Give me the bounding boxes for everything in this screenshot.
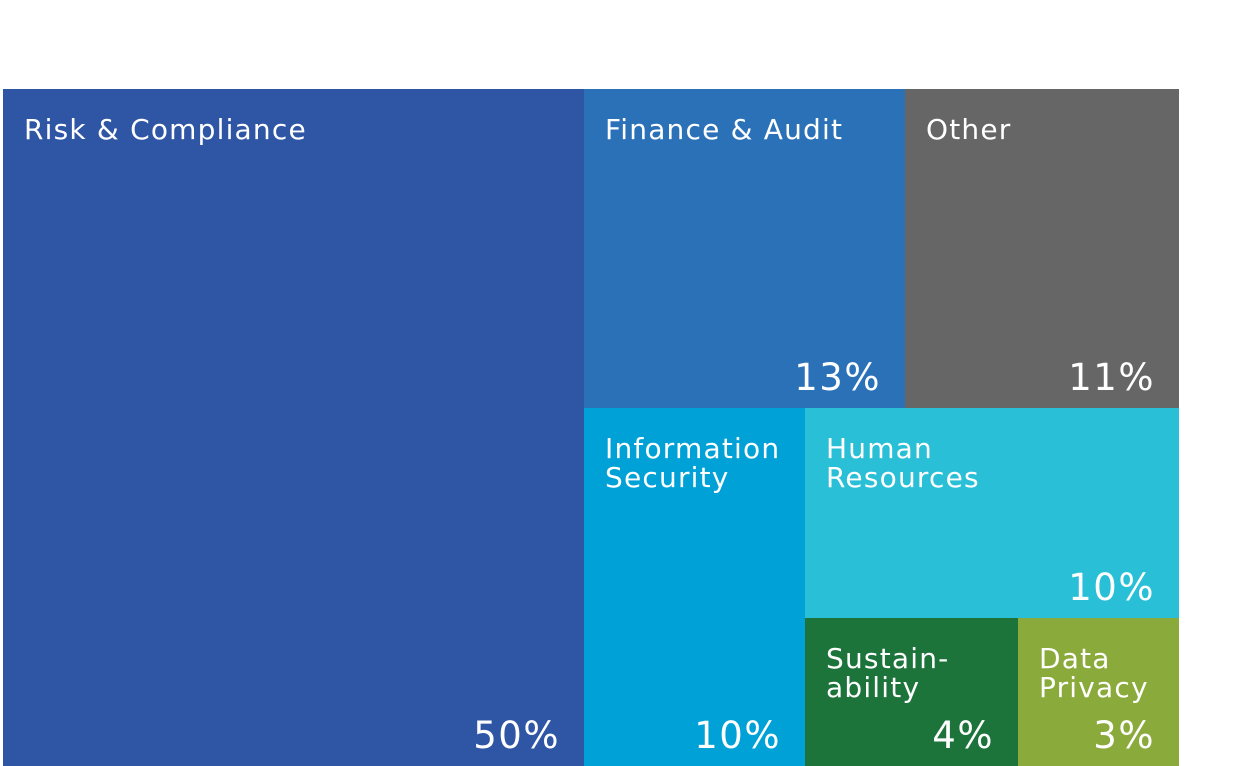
tile-value-finance-and-audit: 13%	[794, 356, 881, 399]
tile-label-risk-and-compliance: Risk & Compliance	[24, 113, 307, 146]
tile-label-information-security: Information Security	[605, 432, 781, 494]
tile-sustainability: Sustain- ability 4%	[805, 618, 1018, 766]
tile-value-other: 11%	[1068, 356, 1155, 399]
tile-human-resources: Human Resources 10%	[805, 408, 1179, 618]
tile-value-sustainability: 4%	[932, 714, 994, 757]
tile-value-information-security: 10%	[694, 714, 781, 757]
tile-information-security: Information Security 10%	[584, 408, 805, 766]
tile-value-data-privacy: 3%	[1093, 714, 1155, 757]
tile-label-finance-and-audit: Finance & Audit	[605, 113, 844, 146]
tile-data-privacy: Data Privacy 3%	[1018, 618, 1179, 766]
tile-other: Other 11%	[905, 89, 1179, 408]
tile-label-sustainability: Sustain- ability	[826, 642, 950, 704]
tile-value-risk-and-compliance: 50%	[473, 714, 560, 757]
tile-label-other: Other	[926, 113, 1012, 146]
tile-value-human-resources: 10%	[1068, 566, 1155, 609]
tile-label-human-resources: Human Resources	[826, 432, 980, 494]
tile-label-data-privacy: Data Privacy	[1039, 642, 1149, 704]
tile-risk-and-compliance: Risk & Compliance 50%	[3, 89, 584, 766]
tile-finance-and-audit: Finance & Audit 13%	[584, 89, 905, 408]
